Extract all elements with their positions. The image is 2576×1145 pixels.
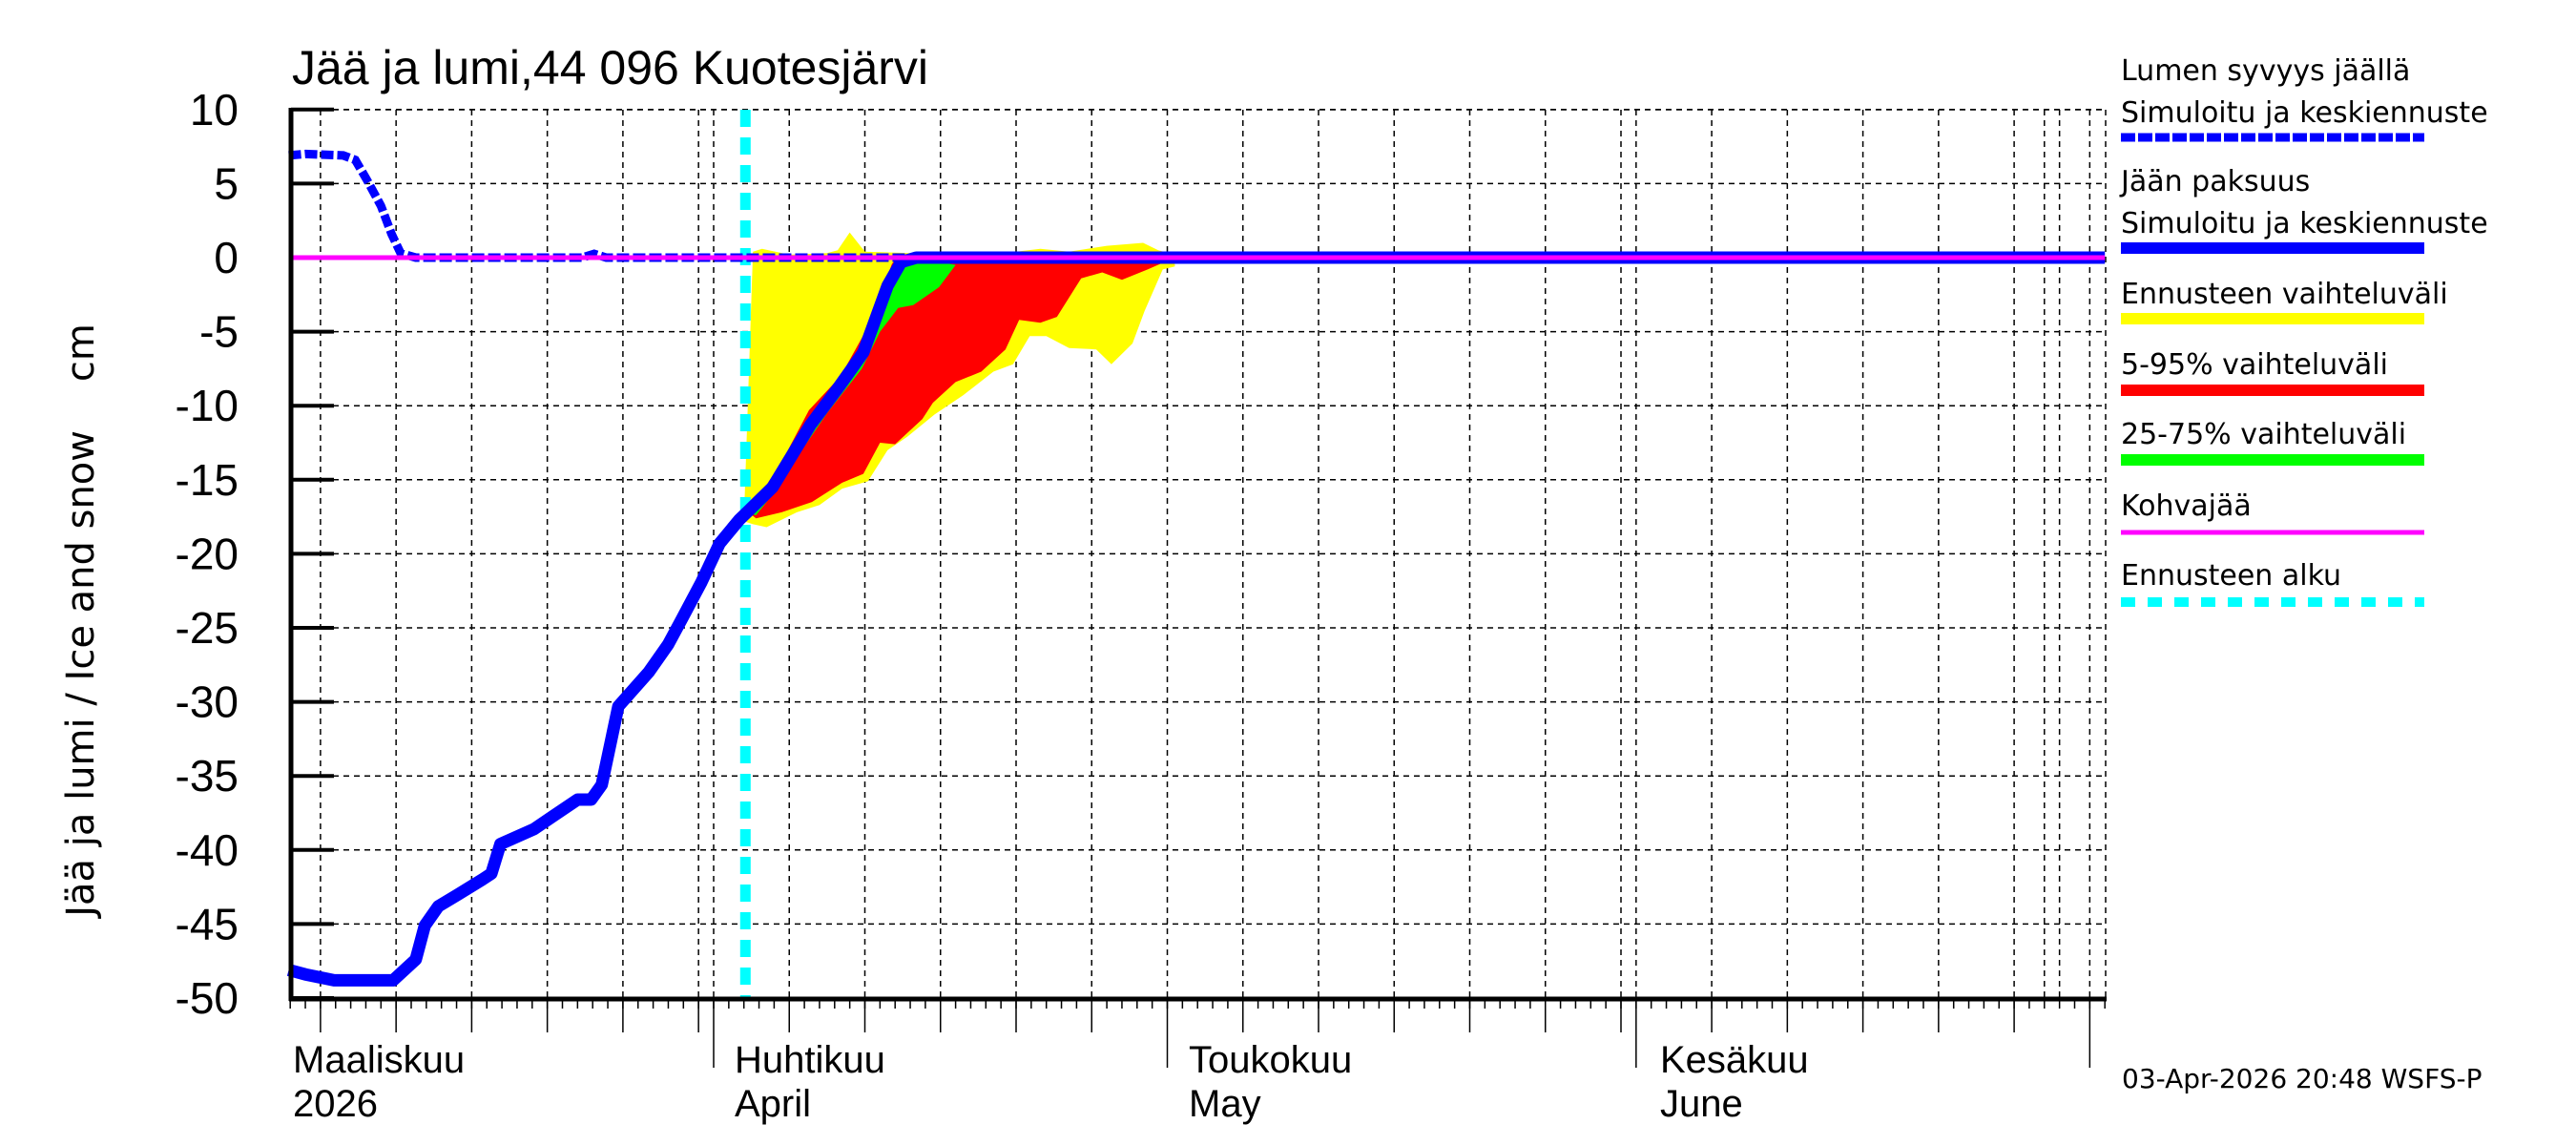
legend-item-snow-depth: Lumen syvyys jäällä Simuloitu ja keskien… (2121, 54, 2488, 142)
month-label-en: 2026 (293, 1083, 378, 1125)
y-tick-label: 5 (214, 158, 239, 208)
legend-label: Simuloitu ja keskiennuste (2121, 96, 2488, 130)
y-tick-label: -15 (176, 455, 239, 505)
month-label-fi: Maaliskuu (293, 1039, 465, 1081)
legend-item-ice-thickness: Jään paksuus Simuloitu ja keskiennuste (2119, 165, 2488, 254)
y-tick-label: -50 (176, 973, 239, 1023)
grid-lines (291, 109, 2107, 999)
month-label-en: April (735, 1083, 811, 1125)
band-ff0000 (748, 258, 1165, 519)
y-tick-label: -45 (176, 899, 239, 948)
month-label-en: June (1660, 1083, 1743, 1125)
forecast-bands (743, 232, 1175, 528)
y-tick-label: 10 (190, 85, 239, 135)
x-month-labels: Maaliskuu 2026 Huhtikuu April Toukokuu M… (293, 1039, 1809, 1125)
legend-label: Ennusteen alku (2121, 559, 2341, 593)
y-tick-label: -10 (176, 381, 239, 430)
y-tick-label: -35 (176, 751, 239, 801)
legend: Lumen syvyys jäällä Simuloitu ja keskien… (2119, 54, 2488, 607)
y-tick-label: -20 (176, 529, 239, 578)
legend-label: 5-95% vaihteluväli (2121, 348, 2388, 382)
month-label-fi: Kesäkuu (1660, 1039, 1809, 1081)
chart-title: Jää ja lumi,44 096 Kuotesjärvi (292, 41, 928, 94)
legend-label: Ennusteen vaihteluväli (2121, 278, 2448, 311)
legend-item-forecast-start: Ennusteen alku (2121, 559, 2424, 607)
month-label-fi: Huhtikuu (735, 1039, 885, 1081)
y-tick-label: -5 (199, 307, 239, 357)
legend-label: 25-75% vaihteluväli (2121, 418, 2406, 451)
y-tick-labels: 10 5 0 -5 -10 -15 -20 -25 -30 -35 -40 -4… (176, 85, 239, 1023)
legend-label: Kohvajää (2121, 489, 2252, 523)
y-tick-label: 0 (214, 233, 239, 282)
y-axis-label: Jää ja lumi / Ice and snow cm (59, 323, 103, 920)
legend-label: Simuloitu ja keskiennuste (2121, 207, 2488, 240)
legend-item-5-95-range: 5-95% vaihteluväli (2121, 348, 2424, 396)
data-series (286, 149, 2106, 987)
month-label-fi: Toukokuu (1189, 1039, 1352, 1081)
legend-item-forecast-range: Ennusteen vaihteluväli (2121, 278, 2448, 324)
legend-label: Jään paksuus (2119, 165, 2310, 198)
y-tick-label: -40 (176, 825, 239, 875)
legend-label: Lumen syvyys jäällä (2121, 54, 2410, 88)
snow-depth-line (288, 149, 906, 262)
ice-thickness-line (286, 251, 2106, 987)
y-tick-label: -25 (176, 603, 239, 653)
legend-item-25-75-range: 25-75% vaihteluväli (2121, 418, 2424, 466)
y-axis-ticks (291, 107, 334, 1000)
legend-item-slush-ice: Kohvajää (2121, 489, 2424, 535)
month-label-en: May (1189, 1083, 1261, 1125)
timestamp: 03-Apr-2026 20:48 WSFS-P (2122, 1063, 2482, 1094)
y-tick-label: -30 (176, 677, 239, 727)
